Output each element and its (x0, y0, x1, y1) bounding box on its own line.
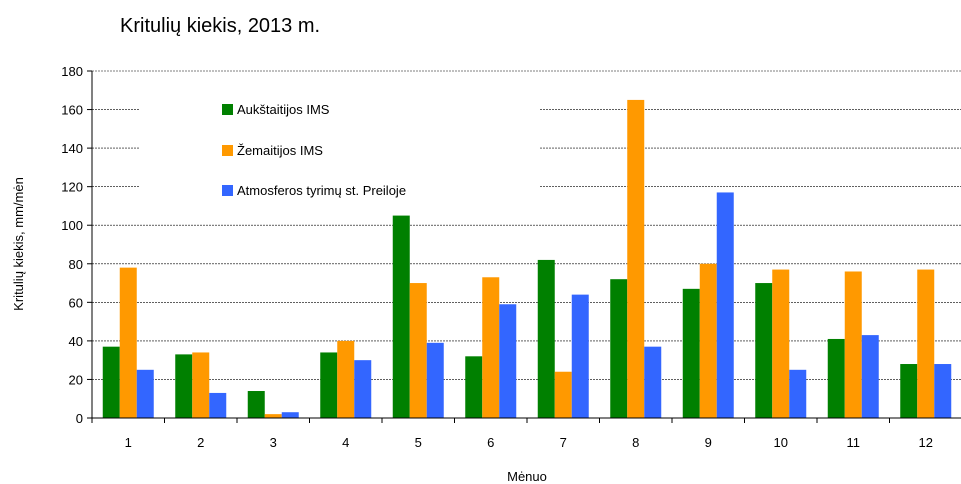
y-tick-label: 160 (61, 103, 83, 118)
bar (499, 304, 517, 418)
bar (772, 269, 790, 418)
bar (627, 99, 645, 419)
y-tick-labels: 0 20 40 60 80 100 120 140 160 180 (61, 64, 83, 426)
legend-label: Žemaitijos IMS (237, 143, 323, 158)
bar (119, 267, 137, 418)
bar (716, 192, 734, 418)
x-tick-label: 4 (342, 435, 349, 450)
x-tick-label: 2 (197, 435, 204, 450)
chart-title: Kritulių kiekis, 2013 m. (120, 15, 320, 37)
bar (175, 354, 193, 418)
bar (482, 277, 500, 418)
bar (644, 346, 662, 418)
legend-label: Aukštaitijos IMS (237, 102, 330, 117)
y-tick-label: 80 (69, 257, 83, 272)
bar (465, 356, 483, 418)
bar (682, 288, 700, 418)
bar (281, 412, 299, 418)
legend-label: Atmosferos tyrimų st. Preiloje (237, 183, 406, 198)
y-axis-label: Kritulių kiekis, mm/mėn (11, 177, 26, 311)
bar (354, 360, 372, 418)
y-tick-label: 0 (76, 411, 83, 426)
bar (554, 371, 572, 418)
bar (136, 369, 154, 418)
bar (844, 271, 862, 418)
bar (337, 340, 355, 418)
x-tick-label: 8 (632, 435, 639, 450)
x-tick-labels: 1 2 3 4 5 6 7 8 9 10 11 12 (125, 435, 933, 450)
y-tick-label: 140 (61, 141, 83, 156)
legend-swatch (222, 145, 233, 156)
x-tick-label: 9 (705, 435, 712, 450)
y-tick-label: 40 (69, 334, 83, 349)
bar (409, 283, 427, 418)
bar (247, 391, 265, 418)
bar (320, 352, 338, 418)
y-tick-label: 180 (61, 64, 83, 79)
bar (264, 414, 282, 418)
x-tick-label: 7 (560, 435, 567, 450)
grid-lines (92, 70, 961, 380)
bar (537, 259, 555, 418)
bar (934, 364, 952, 418)
legend: Aukštaitijos IMS Žemaitijos IMS Atmosferos… (222, 102, 406, 198)
x-tick-label: 1 (125, 435, 132, 450)
bar (209, 392, 227, 418)
x-tick-label: 12 (919, 435, 933, 450)
y-tick-label: 100 (61, 218, 83, 233)
bar (426, 342, 444, 418)
legend-swatch (222, 104, 233, 115)
y-tick-label: 60 (69, 295, 83, 310)
x-tick-label: 5 (415, 435, 422, 450)
x-tick-label: 11 (847, 435, 861, 450)
bar (571, 294, 589, 418)
x-tick-label: 6 (487, 435, 494, 450)
x-tick-label: 10 (774, 435, 788, 450)
bar (755, 283, 773, 418)
bar (917, 269, 935, 418)
bar (699, 263, 717, 418)
bar (861, 335, 879, 418)
bar (610, 279, 628, 418)
bars (102, 99, 952, 419)
bar (900, 364, 918, 418)
bar (102, 346, 120, 418)
x-axis-label: Mėnuo (507, 469, 547, 484)
legend-swatch (222, 185, 233, 196)
bar (392, 215, 410, 418)
x-tick-label: 3 (270, 435, 277, 450)
axes (87, 70, 961, 423)
bar (789, 369, 807, 418)
y-tick-label: 120 (61, 180, 83, 195)
y-tick-label: 20 (69, 372, 83, 387)
bar (827, 338, 845, 418)
bar (192, 352, 210, 418)
